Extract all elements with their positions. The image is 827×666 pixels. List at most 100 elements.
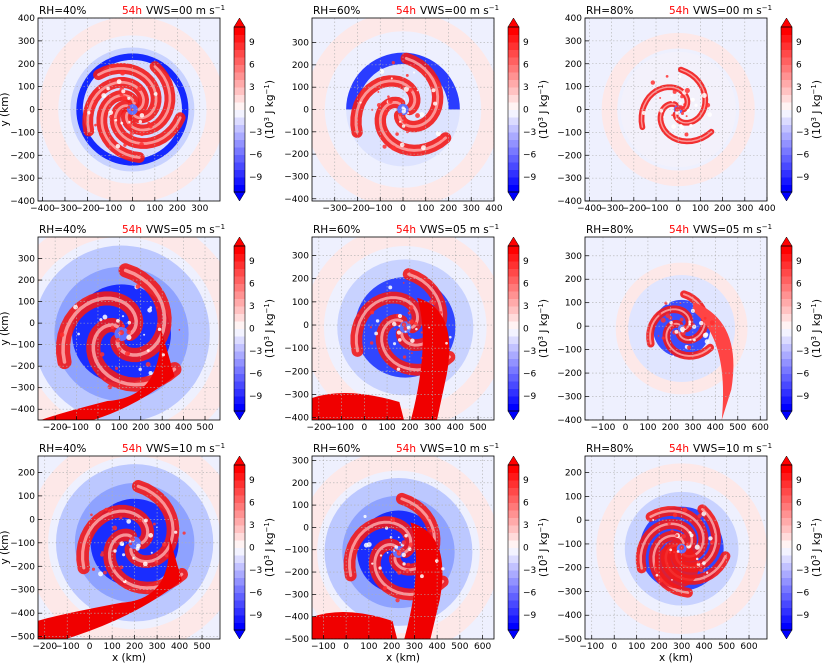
colorbar-band bbox=[508, 396, 519, 404]
speckle bbox=[432, 531, 435, 533]
plot-area bbox=[312, 237, 494, 420]
speckle bbox=[695, 557, 699, 561]
y-tick-label: 300 bbox=[292, 456, 309, 466]
colorbar-tick-label: 6 bbox=[523, 280, 529, 290]
speckle bbox=[386, 551, 389, 554]
panel-time-label: 54h bbox=[669, 443, 689, 455]
speckle bbox=[392, 342, 397, 346]
colorbar-band bbox=[508, 246, 519, 254]
speckle bbox=[129, 131, 134, 136]
red-tail-2 bbox=[312, 393, 404, 420]
x-axis-label: x (km) bbox=[112, 652, 146, 664]
red-core bbox=[654, 543, 699, 589]
y-axis-label: y (km) bbox=[0, 311, 11, 345]
speckle bbox=[415, 113, 420, 118]
colorbar-band bbox=[234, 177, 245, 185]
panel-vws-label: VWS=10 m s−1 bbox=[420, 442, 499, 455]
colorbar-frame bbox=[780, 245, 793, 412]
y-tick-label: −400 bbox=[10, 405, 35, 415]
speckle bbox=[688, 531, 692, 534]
x-tick-label: 100 bbox=[146, 204, 163, 214]
panel-time-label: 54h bbox=[396, 5, 416, 17]
speckle bbox=[148, 371, 153, 376]
colorbar-band bbox=[508, 351, 519, 359]
colorbar-band bbox=[234, 132, 245, 140]
speckle bbox=[407, 112, 410, 115]
speckle bbox=[408, 151, 412, 155]
colorbar: 9 6 3 0 −3 −6 −9 (103 J kg−1) bbox=[780, 236, 823, 421]
speckle bbox=[115, 143, 121, 149]
colorbar-band bbox=[508, 261, 519, 269]
speckle bbox=[119, 516, 123, 520]
speckle bbox=[149, 306, 153, 309]
y-tick-label: 100 bbox=[292, 298, 309, 308]
speckle bbox=[667, 521, 671, 526]
speckle bbox=[435, 131, 441, 137]
speckle bbox=[391, 145, 397, 151]
colorbar-tick-label: −9 bbox=[523, 611, 537, 621]
speckle bbox=[675, 534, 679, 538]
speckle bbox=[652, 518, 655, 522]
speckle bbox=[401, 322, 407, 327]
speckle bbox=[110, 325, 115, 329]
speckle bbox=[108, 509, 112, 513]
x-tick-label: 600 bbox=[474, 642, 491, 652]
colorbar-tick-label: −3 bbox=[523, 566, 536, 576]
colorbar-tick-label: 0 bbox=[796, 325, 802, 335]
x-tick-label: 200 bbox=[714, 204, 731, 214]
colorbar-band bbox=[234, 283, 245, 292]
colorbar-band bbox=[781, 328, 792, 337]
x-tick-label: −300 bbox=[599, 204, 624, 214]
colorbar-band bbox=[234, 358, 245, 367]
x-tick-label: −200 bbox=[621, 204, 646, 214]
colorbar-band bbox=[508, 117, 519, 125]
colorbar-tick-label: −3 bbox=[796, 128, 809, 138]
y-tick-label: −200 bbox=[10, 562, 35, 572]
speckle bbox=[118, 330, 125, 336]
colorbar-band bbox=[508, 177, 519, 185]
speckle bbox=[112, 525, 118, 531]
speckle bbox=[661, 336, 665, 340]
speckle bbox=[441, 567, 445, 571]
colorbar-label: (103 J kg−1) bbox=[263, 299, 276, 358]
y-tick-label: −100 bbox=[10, 539, 35, 549]
colorbar-band bbox=[508, 132, 519, 140]
colorbar-tick-label: 0 bbox=[523, 544, 529, 554]
colorbar-band bbox=[781, 246, 792, 254]
speckle bbox=[98, 571, 104, 577]
speckle bbox=[157, 327, 162, 332]
colorbar-band bbox=[234, 547, 245, 556]
x-tick-label: 500 bbox=[469, 423, 486, 433]
colorbar-tick-label: 0 bbox=[796, 544, 802, 554]
speckle bbox=[706, 571, 709, 574]
speckle bbox=[707, 112, 712, 117]
panel-vws-label: VWS=10 m s−1 bbox=[146, 442, 225, 455]
colorbar-band bbox=[781, 600, 792, 608]
colorbar-band bbox=[508, 162, 519, 170]
colorbar-label: (103 J kg−1) bbox=[537, 80, 550, 139]
x-tick-label: −100 bbox=[644, 204, 669, 214]
colorbar-band bbox=[508, 472, 519, 481]
colorbar-max-arrow bbox=[780, 236, 793, 247]
speckle bbox=[663, 116, 665, 118]
speckle bbox=[138, 367, 142, 372]
speckle bbox=[137, 86, 142, 92]
colorbar-band bbox=[781, 615, 792, 623]
colorbar-tick-label: −3 bbox=[249, 128, 262, 138]
speckle bbox=[397, 98, 403, 103]
spiral-arm-edge bbox=[129, 484, 175, 564]
y-tick-label: −100 bbox=[557, 346, 582, 356]
colorbar-band bbox=[508, 313, 519, 322]
colorbar-band bbox=[508, 276, 519, 284]
colorbar-band bbox=[508, 465, 519, 473]
speckle bbox=[384, 526, 389, 530]
colorbar-band bbox=[234, 49, 245, 58]
colorbar-band bbox=[234, 94, 245, 103]
speckle bbox=[439, 136, 443, 140]
colorbar-tick-label: 0 bbox=[249, 106, 255, 116]
colorbar-band bbox=[234, 336, 245, 344]
colorbar-band bbox=[508, 291, 519, 299]
speckle bbox=[672, 512, 678, 518]
speckle bbox=[399, 547, 405, 553]
x-tick-label: −300 bbox=[322, 204, 347, 214]
